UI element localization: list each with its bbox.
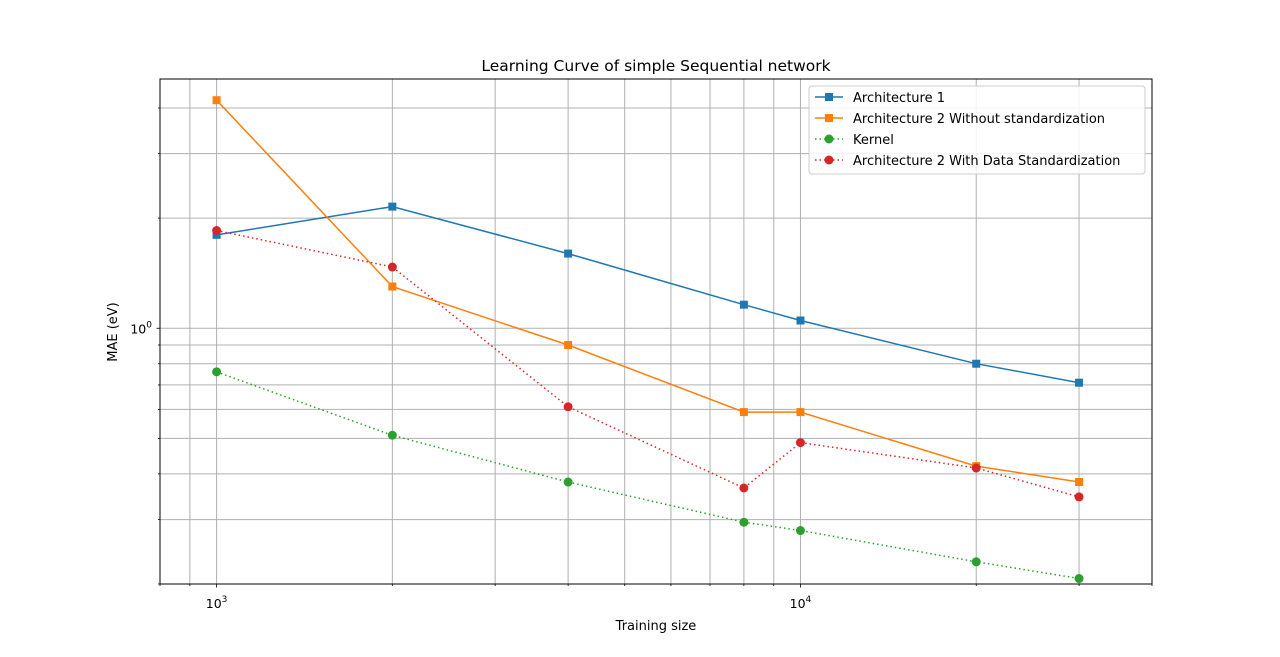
- data-point: [739, 408, 748, 417]
- legend-label: Architecture 2 With Data Standardization: [853, 154, 1120, 169]
- data-point: [971, 557, 981, 567]
- plot-frame: [159, 78, 1153, 585]
- data-point: [796, 408, 805, 417]
- series-group: [212, 96, 1084, 584]
- legend-marker: [824, 134, 834, 144]
- data-point: [563, 402, 573, 412]
- data-point: [563, 477, 573, 487]
- data-point: [564, 249, 573, 258]
- data-point: [212, 367, 222, 377]
- data-point: [212, 226, 222, 236]
- y-tick-label: 100: [130, 320, 152, 336]
- chart-title: Learning Curve of simple Sequential netw…: [481, 57, 830, 75]
- data-point: [212, 96, 221, 105]
- legend-box: [808, 85, 1146, 175]
- y-axis-label: MAE (eV): [106, 302, 121, 362]
- legend-marker: [825, 93, 833, 101]
- data-point: [388, 282, 397, 291]
- data-point: [795, 438, 805, 448]
- data-point: [739, 517, 749, 527]
- x-axis-label: Training size: [615, 619, 697, 634]
- data-point: [1074, 492, 1084, 502]
- legend-label: Kernel: [853, 133, 894, 148]
- data-point: [739, 483, 749, 493]
- data-point: [387, 430, 397, 440]
- data-point: [796, 316, 805, 325]
- data-point: [388, 202, 397, 211]
- data-point: [1074, 574, 1084, 584]
- legend-label: Architecture 1: [853, 91, 945, 106]
- x-tick-label: 104: [790, 595, 812, 611]
- legend-marker: [825, 114, 833, 122]
- data-point: [1075, 478, 1084, 487]
- legend-marker: [824, 155, 834, 165]
- series-line-3: [216, 371, 1080, 580]
- legend-label: Architecture 2 Without standardization: [853, 112, 1105, 127]
- data-point: [387, 262, 397, 272]
- data-point: [1075, 378, 1084, 387]
- data-point: [564, 340, 573, 349]
- series-line-1: [216, 205, 1080, 384]
- legend: Architecture 1 Architecture 2 Without sta…: [808, 85, 1146, 175]
- x-tick-label: 103: [206, 595, 228, 611]
- data-point: [972, 359, 981, 368]
- data-point: [971, 463, 981, 473]
- data-point: [795, 526, 805, 536]
- data-point: [739, 300, 748, 309]
- axis-ticks: 103 104 100: [130, 107, 1153, 611]
